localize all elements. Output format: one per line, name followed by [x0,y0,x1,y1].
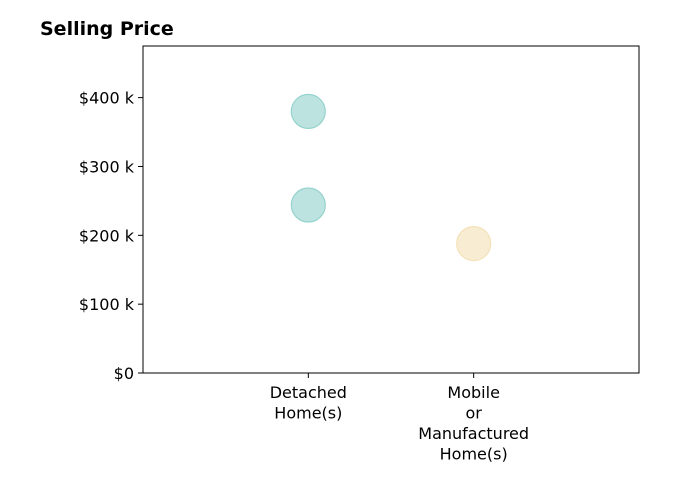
y-tick-label: $100 k [79,295,135,314]
plot-frame [142,45,640,374]
x-tick-label: Mobile or Manufactured Home(s) [418,383,529,464]
y-tick-label: $400 k [79,89,135,108]
plot-area [290,93,492,262]
axes: $0 $100 k $200 k $300 k $400 k Detached Home(s… [79,45,640,464]
y-tick-label: $0 [114,364,134,383]
chart-title: Selling Price [40,18,174,40]
data-point [290,187,326,223]
data-point [456,226,492,262]
y-tick-label: $300 k [79,157,135,176]
data-point [290,93,326,130]
y-tick-label: $200 k [79,226,135,245]
x-tick-label: Detached Home(s) [270,383,347,423]
